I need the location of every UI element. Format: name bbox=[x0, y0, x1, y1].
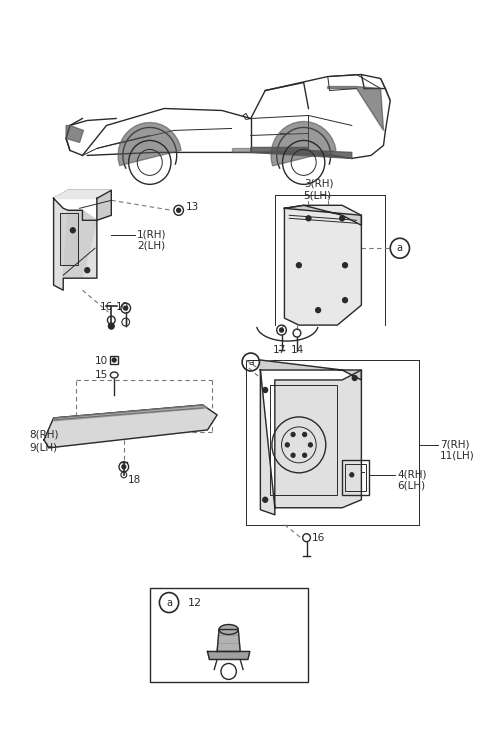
Circle shape bbox=[280, 328, 284, 332]
Circle shape bbox=[303, 433, 307, 436]
Circle shape bbox=[343, 298, 348, 303]
Circle shape bbox=[71, 228, 75, 232]
Circle shape bbox=[309, 442, 312, 447]
Circle shape bbox=[291, 453, 295, 458]
Circle shape bbox=[343, 262, 348, 268]
Polygon shape bbox=[231, 148, 251, 152]
Polygon shape bbox=[285, 206, 361, 325]
Polygon shape bbox=[54, 405, 207, 421]
Text: 8(RH): 8(RH) bbox=[30, 430, 59, 440]
Ellipse shape bbox=[219, 625, 238, 634]
Circle shape bbox=[124, 306, 128, 310]
Polygon shape bbox=[328, 86, 384, 130]
Bar bbox=[110, 356, 118, 364]
Bar bbox=[342, 460, 369, 495]
Text: a: a bbox=[397, 243, 403, 254]
Text: 6(LH): 6(LH) bbox=[397, 481, 425, 490]
Text: 12: 12 bbox=[188, 598, 203, 608]
Polygon shape bbox=[66, 125, 84, 142]
Bar bbox=[345, 464, 366, 490]
Circle shape bbox=[263, 388, 268, 392]
Polygon shape bbox=[63, 210, 97, 278]
Text: 11(LH): 11(LH) bbox=[440, 451, 475, 460]
Text: 3(RH): 3(RH) bbox=[304, 178, 333, 188]
Text: 13: 13 bbox=[185, 202, 199, 212]
Text: a: a bbox=[248, 358, 253, 367]
Polygon shape bbox=[44, 405, 217, 448]
Text: 14: 14 bbox=[291, 345, 304, 355]
Polygon shape bbox=[271, 122, 336, 166]
Circle shape bbox=[108, 323, 114, 329]
Polygon shape bbox=[285, 206, 361, 225]
Polygon shape bbox=[207, 652, 250, 659]
Polygon shape bbox=[260, 370, 361, 514]
Text: 2(LH): 2(LH) bbox=[137, 240, 166, 250]
Ellipse shape bbox=[110, 372, 118, 378]
Circle shape bbox=[340, 216, 345, 220]
Text: 16: 16 bbox=[312, 532, 324, 543]
Circle shape bbox=[263, 497, 268, 502]
Polygon shape bbox=[260, 360, 361, 380]
Text: a: a bbox=[166, 598, 172, 608]
Polygon shape bbox=[61, 214, 77, 264]
Text: 7(RH): 7(RH) bbox=[440, 440, 470, 450]
Bar bbox=[150, 587, 309, 682]
Polygon shape bbox=[54, 198, 97, 290]
Circle shape bbox=[291, 433, 295, 436]
Text: 4(RH): 4(RH) bbox=[397, 470, 426, 480]
Text: 18: 18 bbox=[128, 475, 141, 484]
Circle shape bbox=[306, 216, 311, 220]
Polygon shape bbox=[118, 122, 181, 166]
Text: 15: 15 bbox=[95, 370, 108, 380]
Circle shape bbox=[297, 262, 301, 268]
Polygon shape bbox=[251, 148, 352, 158]
Circle shape bbox=[350, 472, 354, 477]
Text: 9(LH): 9(LH) bbox=[30, 442, 58, 453]
Text: 10: 10 bbox=[116, 302, 129, 312]
Polygon shape bbox=[54, 190, 111, 198]
Text: 16: 16 bbox=[100, 302, 113, 312]
Polygon shape bbox=[97, 190, 111, 220]
Polygon shape bbox=[217, 629, 240, 652]
Text: 10: 10 bbox=[95, 356, 108, 366]
Circle shape bbox=[352, 376, 357, 380]
Text: 1(RH): 1(RH) bbox=[137, 230, 167, 239]
Circle shape bbox=[85, 268, 90, 273]
Circle shape bbox=[122, 465, 126, 469]
Circle shape bbox=[286, 442, 289, 447]
Circle shape bbox=[112, 358, 116, 362]
Text: 5(LH): 5(LH) bbox=[304, 190, 332, 200]
Circle shape bbox=[316, 308, 321, 313]
Text: 17: 17 bbox=[273, 345, 286, 355]
Circle shape bbox=[177, 209, 180, 212]
Circle shape bbox=[303, 453, 307, 458]
